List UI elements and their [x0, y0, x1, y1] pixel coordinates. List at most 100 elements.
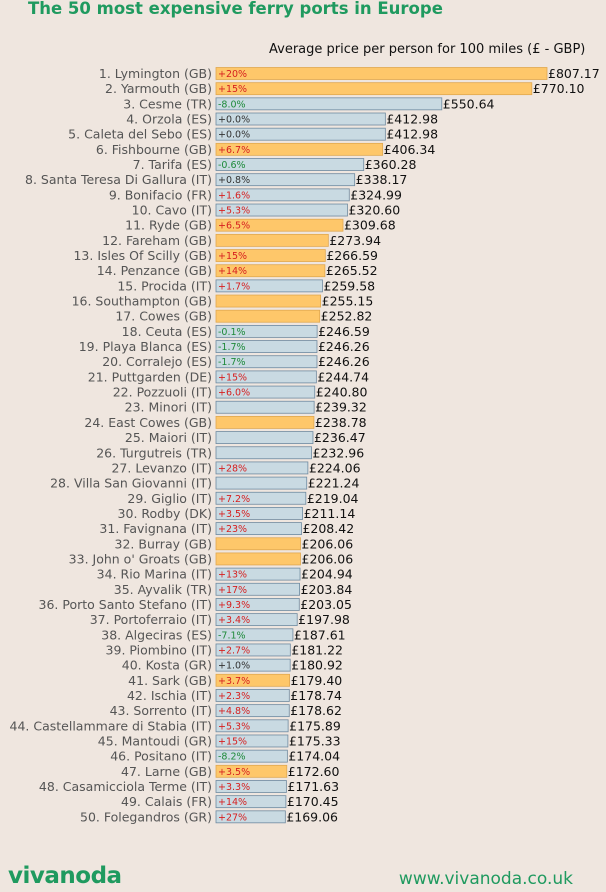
value-label: £770.10: [533, 81, 585, 96]
change-label: -0.6%: [218, 160, 246, 171]
category-label: 20. Corralejo (ES): [102, 354, 212, 369]
change-label: +2.3%: [218, 691, 250, 702]
value-label: £169.06: [286, 809, 338, 824]
change-label: +1.0%: [218, 661, 250, 672]
value-label: £175.89: [289, 718, 341, 733]
change-label: +9.3%: [218, 600, 250, 611]
website-link[interactable]: www.vivanoda.co.uk: [398, 869, 573, 889]
bar: [215, 795, 287, 809]
value-label: £240.80: [316, 385, 368, 400]
bar: [215, 67, 548, 80]
category-label: 35. Ayvalik (TR): [114, 582, 212, 597]
bar: [215, 734, 289, 748]
category-label: 18. Ceuta (ES): [122, 324, 212, 339]
change-label: +0.8%: [218, 175, 250, 186]
bar: [215, 704, 290, 718]
bar: [215, 249, 326, 262]
change-label: +1.6%: [218, 190, 250, 201]
value-label: £170.45: [287, 794, 339, 809]
bar: [215, 264, 326, 278]
change-label: +20%: [218, 69, 247, 80]
value-label: £179.40: [291, 673, 343, 688]
category-label: 15. Procida (IT): [117, 278, 212, 293]
bar: [215, 552, 301, 566]
change-label: +0.0%: [218, 130, 250, 141]
change-label: +6.0%: [218, 388, 250, 399]
value-label: £807.17: [548, 66, 600, 81]
value-label: £180.92: [291, 658, 343, 673]
category-label: 31. Favignana (IT): [99, 521, 212, 536]
bar: [215, 582, 300, 596]
category-label: 38. Algeciras (ES): [101, 627, 212, 642]
bar: [215, 355, 318, 369]
value-label: £221.24: [308, 476, 360, 491]
change-label: -8.2%: [218, 752, 246, 763]
bar: [215, 370, 317, 384]
bar: [215, 810, 286, 824]
bar: [215, 173, 356, 187]
bar: [215, 446, 312, 460]
bar: [215, 658, 291, 672]
category-label: 28. Villa San Giovanni (IT): [50, 476, 212, 491]
change-label: +7.2%: [218, 494, 250, 505]
bar: [215, 127, 386, 141]
bar: [215, 673, 290, 687]
value-label: £238.78: [315, 415, 367, 430]
category-label: 39. Piombino (IT): [106, 642, 212, 657]
value-label: £265.52: [326, 263, 378, 278]
change-label: +13%: [218, 570, 247, 581]
vivanoda-logo[interactable]: vivanoda: [8, 863, 122, 889]
value-label: £266.59: [326, 248, 378, 263]
change-label: +23%: [218, 524, 247, 535]
change-label: +17%: [218, 585, 247, 596]
value-label: £244.74: [317, 369, 369, 384]
change-label: +1.7%: [218, 281, 250, 292]
bar: [215, 749, 288, 763]
category-label: 25. Maiori (IT): [125, 430, 212, 445]
bar: [215, 324, 318, 338]
value-label: £412.98: [386, 112, 438, 127]
change-label: +5.3%: [218, 206, 250, 217]
value-label: £309.68: [344, 218, 396, 233]
value-label: £206.06: [302, 551, 354, 566]
change-label: -1.7%: [218, 357, 246, 368]
bar: [215, 279, 323, 293]
change-label: +15%: [218, 372, 247, 383]
value-label: £224.06: [309, 460, 361, 475]
value-label: £197.98: [298, 612, 350, 627]
chart-subtitle: Average price per person for 100 miles (…: [269, 42, 586, 57]
change-label: +14%: [218, 797, 247, 808]
category-label: 14. Penzance (GB): [97, 263, 212, 278]
category-label: 13. Isles Of Scilly (GB): [73, 248, 212, 263]
bar: [215, 689, 290, 702]
category-label: 1. Lymington (GB): [99, 66, 212, 81]
value-label: £246.26: [318, 339, 370, 354]
change-label: -7.1%: [218, 630, 246, 641]
category-label: 9. Bonifacio (FR): [109, 187, 212, 202]
category-label: 44. Castellammare di Stabia (IT): [10, 718, 212, 733]
category-label: 4. Orzola (ES): [126, 112, 212, 127]
value-label: £550.64: [443, 96, 495, 111]
change-label: +28%: [218, 463, 247, 474]
value-label: £204.94: [301, 567, 353, 582]
category-label: 19. Playa Blanca (ES): [79, 339, 212, 354]
change-label: +3.5%: [218, 509, 250, 520]
bar: [215, 294, 322, 308]
category-label: 22. Pozzuoli (IT): [113, 385, 212, 400]
category-label: 34. Rio Marina (IT): [97, 567, 212, 582]
category-label: 36. Porto Santo Stefano (IT): [39, 597, 213, 612]
category-label: 48. Casamicciola Terme (IT): [39, 779, 212, 794]
value-label: £187.61: [294, 627, 346, 642]
value-label: £252.82: [321, 309, 373, 324]
change-label: +6.7%: [218, 145, 250, 156]
value-label: £246.26: [318, 354, 370, 369]
bar: [215, 461, 309, 475]
bar: [215, 158, 365, 171]
value-label: £406.34: [384, 142, 436, 157]
bar: [215, 416, 315, 429]
bar: [215, 188, 350, 202]
change-label: -8.0%: [218, 99, 246, 110]
bar: [215, 400, 315, 414]
bar: [215, 780, 287, 793]
category-label: 6. Fishbourne (GB): [96, 142, 212, 157]
